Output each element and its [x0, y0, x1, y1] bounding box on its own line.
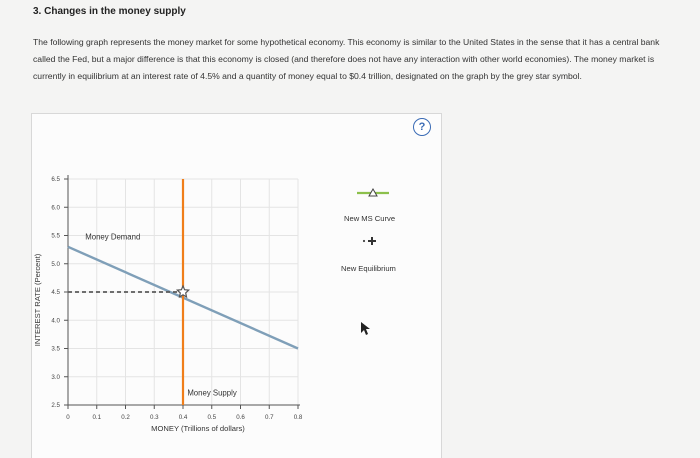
x-tick-label: 0 — [66, 414, 70, 421]
x-tick-label: 0.6 — [236, 414, 245, 421]
y-tick-label: 3.5 — [51, 346, 60, 353]
new-equilibrium-label: New Equilibrium — [341, 264, 396, 273]
y-axis-title: INTEREST RATE (Percent) — [33, 253, 42, 346]
money-supply-label: Money Supply — [187, 389, 237, 398]
new-equilibrium-dot — [362, 239, 366, 243]
new-ms-curve-label: New MS Curve — [344, 214, 396, 223]
new-ms-curve-legend-triangle — [368, 187, 378, 197]
y-tick-label: 5.5 — [51, 233, 60, 240]
question-text: The following graph represents the money… — [33, 37, 660, 82]
x-tick-label: 0.5 — [207, 414, 216, 421]
y-tick-label: 6.5 — [51, 176, 60, 183]
cursor-arrow-icon — [361, 322, 370, 335]
help-icon[interactable]: ? — [413, 118, 431, 136]
x-tick-label: 0.1 — [92, 414, 101, 421]
y-tick-label: 2.5 — [51, 402, 60, 409]
x-tick-label: 0.4 — [179, 414, 188, 421]
chart-series — [67, 179, 299, 405]
x-tick-label: 0.8 — [294, 414, 303, 421]
graph-panel — [31, 113, 442, 458]
equilibrium-star-marker — [175, 284, 191, 299]
x-tick-label: 0.3 — [150, 414, 159, 421]
chart-legend — [357, 187, 389, 335]
money-demand-label: Money Demand — [85, 233, 140, 242]
y-tick-label: 3.0 — [51, 374, 60, 381]
y-tick-label: 6.0 — [51, 204, 60, 211]
question-title: 3. Changes in the money supply — [33, 6, 186, 17]
x-tick-label: 0.2 — [121, 414, 130, 421]
x-tick-label: 0.7 — [265, 414, 274, 421]
y-tick-label: 4.0 — [51, 317, 60, 324]
x-axis-title: MONEY (Trillions of dollars) — [151, 424, 245, 433]
y-tick-label: 5.0 — [51, 261, 60, 268]
y-tick-label: 4.5 — [51, 289, 60, 296]
chart-ticks: 0 0.1 0.2 0.3 0.4 0.5 0.6 0.7 0.8 2.5 3.0 3.5 4.0 4.5… — [51, 176, 302, 421]
chart-labels: MONEY (Trillions of dollars) INTEREST RAT… — [33, 233, 245, 433]
